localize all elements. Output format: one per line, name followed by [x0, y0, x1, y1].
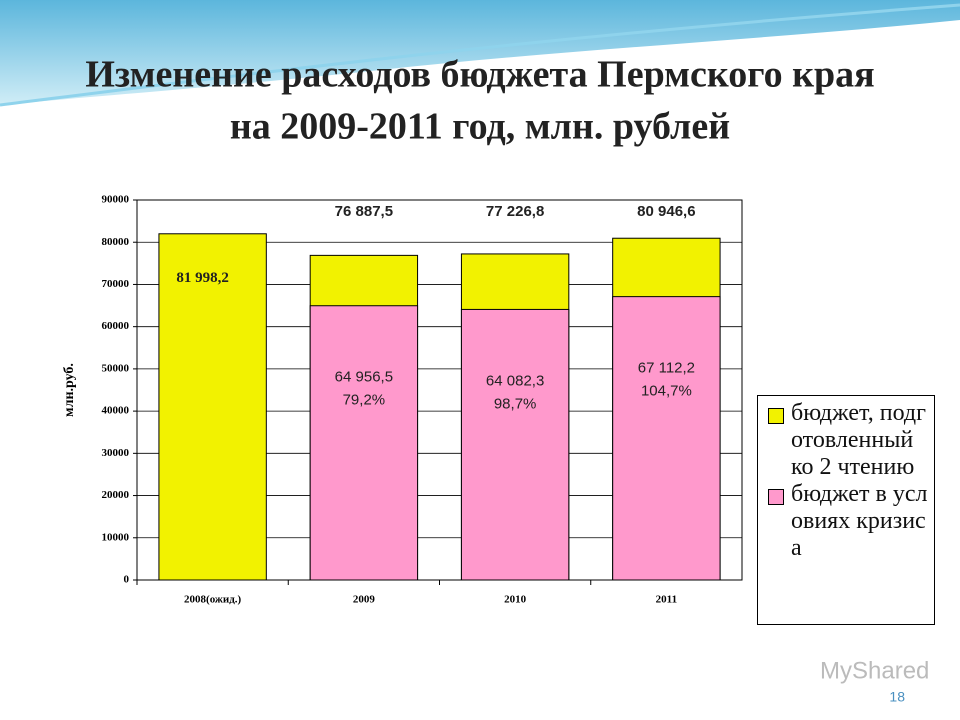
- y-tick-label: 30000: [102, 447, 130, 459]
- y-tick-label: 0: [124, 574, 130, 586]
- legend-item: бюджет в условиях кризиса: [758, 481, 928, 562]
- y-tick-label: 60000: [102, 320, 130, 332]
- y-tick-label: 40000: [102, 405, 130, 417]
- x-tick-label: 2008(ожид.): [184, 594, 242, 606]
- bar: [158, 233, 267, 581]
- title-line: на 2009-2011 год, млн. рублей: [230, 106, 730, 148]
- slide-number: 18: [889, 689, 905, 705]
- percent-label: 98,7%: [494, 395, 537, 412]
- legend-swatch: [768, 408, 784, 424]
- y-tick-label: 80000: [102, 236, 130, 248]
- y-tick-label: 50000: [102, 362, 130, 374]
- percent-label: 104,7%: [641, 383, 692, 400]
- percent-label: 79,2%: [343, 392, 386, 409]
- value-label: 77 226,8: [486, 203, 544, 220]
- value-label: 64 956,5: [335, 369, 393, 386]
- value-label: 64 082,3: [486, 372, 544, 389]
- value-label: 76 887,5: [335, 203, 393, 220]
- y-axis-label: млн.руб.: [62, 363, 77, 417]
- bar: [309, 305, 419, 581]
- y-tick-label: 70000: [102, 278, 130, 290]
- bar: [612, 296, 721, 581]
- value-label: 81 998,2: [176, 270, 229, 286]
- wave-line: [0, 3, 960, 107]
- legend-label: бюджет в условиях кризиса: [791, 481, 928, 561]
- value-label: 80 946,6: [637, 203, 695, 220]
- legend-swatch: [768, 489, 784, 505]
- title-line: Изменение расходов бюджета Пермского кра…: [85, 54, 874, 96]
- legend-label: бюджет, подготовленный ко 2 чтению: [791, 400, 926, 480]
- legend-item: бюджет, подготовленный ко 2 чтению: [758, 400, 928, 481]
- x-tick-label: 2010: [504, 594, 527, 606]
- x-tick-label: 2009: [353, 594, 376, 606]
- legend: бюджет, подготовленный ко 2 чтению бюджет…: [757, 395, 935, 625]
- watermark: MyShared: [820, 657, 929, 684]
- y-tick-label: 10000: [102, 531, 130, 543]
- y-tick-label: 20000: [102, 489, 130, 501]
- value-label: 67 112,2: [638, 360, 695, 377]
- bar: [460, 308, 570, 581]
- y-tick-label: 90000: [102, 194, 130, 206]
- x-tick-label: 2011: [656, 594, 677, 606]
